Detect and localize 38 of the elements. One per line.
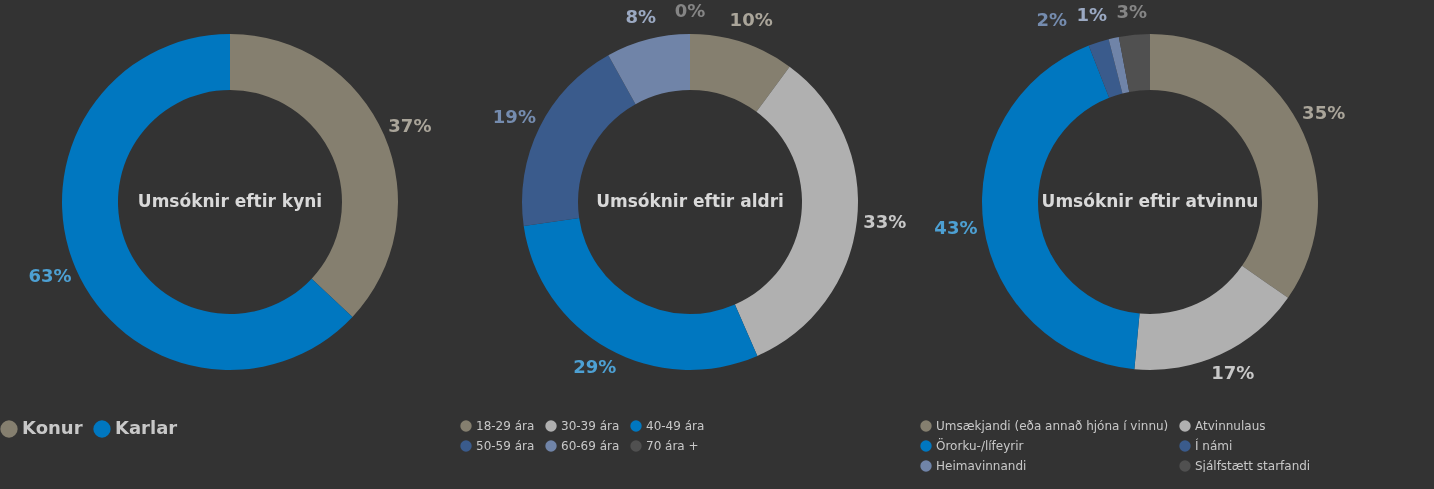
legend-label: Konur <box>22 417 83 438</box>
legend-label: Sjálfstætt starfandi <box>1195 459 1311 473</box>
data-label: 10% <box>729 9 773 31</box>
legend-label: Karlar <box>115 417 178 438</box>
text: Umsóknir eftir kyni <box>137 191 323 211</box>
legend-label: Í námi <box>1195 438 1233 453</box>
data-label: 37% <box>388 114 432 136</box>
data-label: 2% <box>1036 9 1068 31</box>
legend-label: 30-39 ára <box>561 419 620 433</box>
data-label: 1% <box>1076 4 1108 26</box>
data-label: 35% <box>1302 101 1346 123</box>
donut-slice <box>734 66 858 356</box>
data-label: 17% <box>1211 362 1255 384</box>
data-label: 63% <box>28 265 72 287</box>
data-label: 19% <box>492 105 536 127</box>
text: 0% <box>674 0 706 21</box>
donut-slice <box>1088 39 1123 98</box>
donut-slice <box>982 45 1140 370</box>
text: Umsóknir eftir atvinnu <box>1041 191 1259 211</box>
legend-label: 50-59 ára <box>476 439 535 453</box>
donut-slice <box>1118 34 1150 92</box>
legend-label: Örorku-/lífeyrir <box>936 437 1024 453</box>
legend-label: Umsækjandi (eða annað hjóna í vinnu) <box>936 419 1169 433</box>
data-label: 3% <box>1116 0 1148 22</box>
data-label: 43% <box>934 216 978 238</box>
donut-slice <box>690 34 790 112</box>
legend-label: 18-29 ára <box>476 419 535 433</box>
text: Umsóknir eftir aldri <box>596 191 784 211</box>
legend-label: 70 ára + <box>646 439 699 453</box>
legend-label: 40-49 ára <box>646 419 705 433</box>
data-label: 29% <box>573 356 617 378</box>
data-label: 8% <box>625 6 657 28</box>
legend-label: Heimavinnandi <box>936 459 1027 473</box>
legend-label: Atvinnulaus <box>1195 419 1266 433</box>
donut-slice <box>608 34 690 105</box>
data-label: 33% <box>863 211 907 233</box>
legend-label: 60-69 ára <box>561 439 620 453</box>
donut-slice <box>1108 36 1130 94</box>
